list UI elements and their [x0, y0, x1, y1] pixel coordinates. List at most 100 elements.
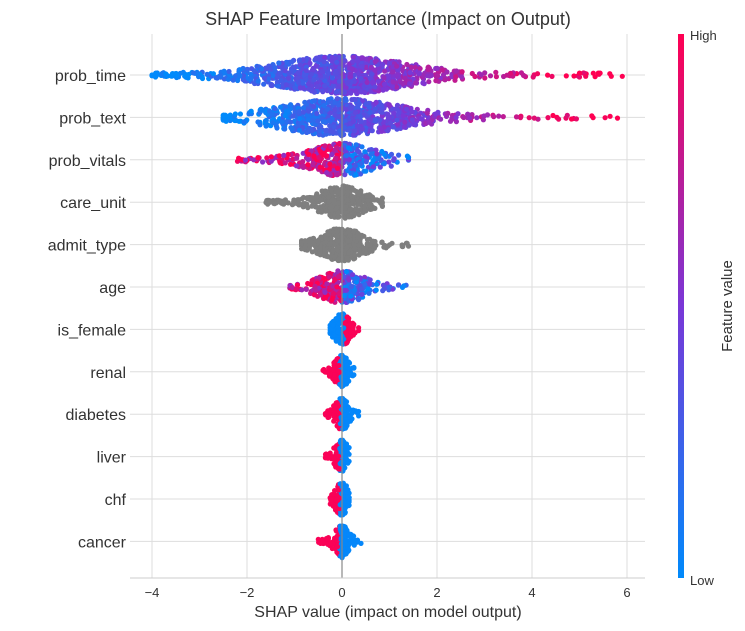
data-point — [407, 70, 413, 76]
data-point — [374, 281, 380, 287]
data-point — [545, 115, 551, 121]
data-point — [480, 117, 486, 123]
data-point — [332, 507, 339, 513]
data-point — [504, 72, 510, 78]
data-point — [404, 240, 410, 246]
data-point — [317, 245, 323, 251]
data-point — [330, 129, 336, 135]
data-point — [363, 159, 369, 165]
data-point — [259, 66, 265, 72]
data-point — [296, 79, 302, 86]
data-point — [362, 202, 368, 209]
data-point — [383, 86, 390, 92]
data-point — [296, 57, 302, 63]
data-point — [453, 114, 459, 120]
data-point — [240, 73, 247, 79]
data-point — [269, 111, 275, 117]
data-point — [335, 102, 341, 108]
x-tick-label: 6 — [623, 585, 630, 600]
data-point — [316, 132, 322, 138]
data-point — [340, 512, 346, 518]
data-point — [356, 246, 362, 252]
data-point — [309, 88, 315, 94]
data-point — [335, 410, 342, 416]
data-point — [372, 67, 378, 73]
data-point — [343, 329, 349, 336]
data-point — [346, 531, 352, 537]
data-point — [394, 121, 401, 127]
data-point — [564, 112, 570, 118]
data-point — [366, 100, 372, 106]
data-point — [367, 202, 373, 209]
data-point — [305, 205, 311, 211]
data-point — [349, 193, 355, 199]
data-point — [298, 202, 304, 208]
data-point — [296, 109, 302, 115]
data-point — [365, 198, 372, 204]
data-point — [320, 275, 326, 281]
data-point — [315, 238, 321, 244]
data-point — [375, 78, 381, 84]
data-points — [149, 53, 625, 561]
data-point — [350, 373, 356, 379]
data-point — [344, 448, 350, 454]
data-point — [196, 74, 202, 80]
data-point — [278, 104, 284, 110]
data-point — [323, 128, 329, 134]
data-point — [390, 79, 396, 85]
data-point — [568, 116, 575, 122]
data-point — [416, 70, 422, 77]
data-point — [300, 159, 306, 165]
data-point — [306, 81, 312, 87]
data-point — [426, 79, 432, 85]
data-point — [270, 120, 276, 126]
data-point — [576, 70, 583, 76]
data-point — [221, 76, 227, 82]
data-point — [474, 115, 480, 121]
data-point — [346, 277, 352, 283]
data-point — [319, 88, 325, 94]
data-point — [530, 74, 536, 80]
data-point — [386, 284, 392, 290]
data-point — [545, 72, 551, 78]
data-point — [404, 153, 410, 159]
x-tick-label: 4 — [528, 585, 535, 600]
data-point — [310, 160, 316, 166]
data-point — [350, 54, 356, 60]
data-point — [293, 286, 299, 292]
data-point — [268, 158, 274, 164]
data-point — [376, 198, 382, 204]
data-point — [357, 88, 363, 94]
data-point — [276, 60, 282, 66]
data-point — [459, 69, 465, 75]
data-point — [329, 253, 335, 259]
data-point — [368, 151, 375, 157]
data-point — [282, 126, 288, 132]
data-point — [379, 128, 385, 134]
data-point — [402, 75, 408, 81]
data-point — [336, 78, 342, 84]
data-point — [316, 154, 322, 160]
data-point — [389, 83, 395, 89]
data-point — [394, 102, 401, 108]
data-point — [275, 83, 281, 89]
data-point — [372, 58, 378, 65]
data-point — [493, 74, 499, 80]
data-point — [350, 272, 356, 278]
beeswarm-row-admit-type — [299, 226, 412, 264]
data-point — [424, 110, 430, 116]
x-tick-label: 2 — [433, 585, 440, 600]
colorbar-low-label: Low — [690, 573, 714, 588]
data-point — [573, 116, 580, 122]
data-point — [346, 145, 352, 151]
data-point — [332, 403, 338, 409]
data-point — [374, 156, 380, 162]
data-point — [336, 362, 342, 369]
colorbar-label: Feature value — [719, 260, 736, 352]
beeswarm-row-cancer — [315, 523, 364, 561]
data-point — [323, 236, 329, 242]
data-point — [315, 118, 321, 124]
data-point — [349, 153, 355, 159]
data-point — [369, 71, 375, 77]
data-point — [394, 117, 400, 123]
